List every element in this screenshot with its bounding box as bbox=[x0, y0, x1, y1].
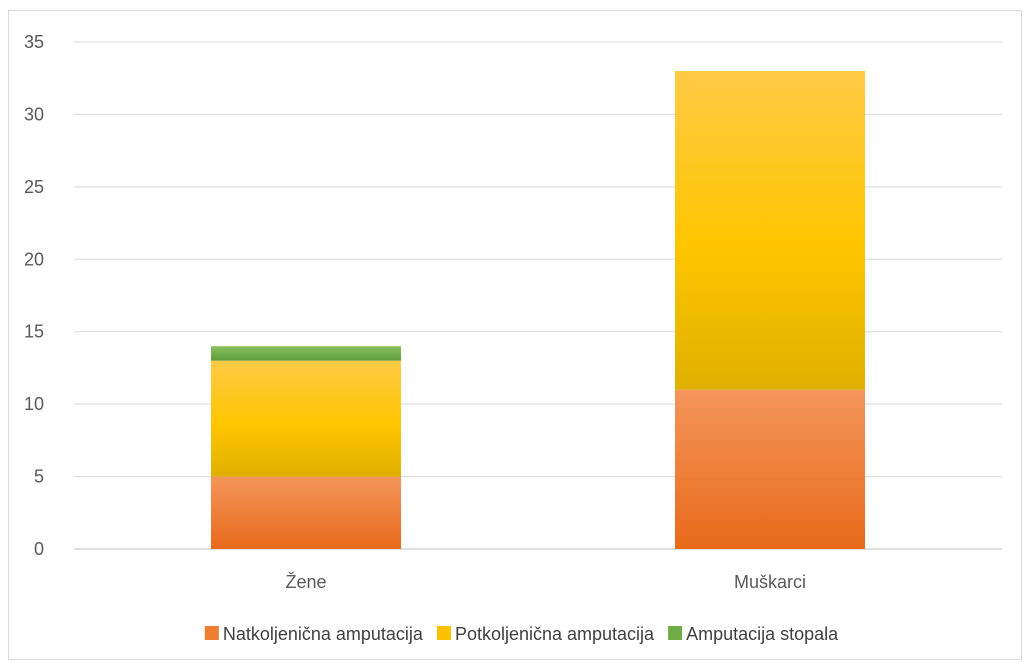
bar-segment bbox=[211, 360, 401, 477]
legend-label: Natkoljenična amputacija bbox=[223, 624, 424, 644]
legend-label: Amputacija stopala bbox=[686, 624, 839, 644]
y-tick-label: 30 bbox=[24, 104, 44, 124]
legend-swatch bbox=[204, 626, 219, 640]
bar-segment bbox=[675, 389, 865, 549]
legend-swatch bbox=[668, 626, 683, 640]
x-tick-label: Muškarci bbox=[734, 572, 806, 592]
y-tick-label: 25 bbox=[24, 177, 44, 197]
legend-label: Potkoljenična amputacija bbox=[455, 624, 655, 644]
legend-swatch bbox=[436, 626, 451, 640]
bar-segment bbox=[211, 476, 401, 549]
x-tick-label: Žene bbox=[285, 572, 326, 592]
y-tick-label: 20 bbox=[24, 249, 44, 269]
y-tick-label: 35 bbox=[24, 32, 44, 52]
y-tick-label: 10 bbox=[24, 394, 44, 414]
y-tick-label: 5 bbox=[34, 467, 44, 487]
bar-segment bbox=[211, 346, 401, 361]
bar-segment bbox=[675, 70, 865, 390]
y-tick-label: 15 bbox=[24, 322, 44, 342]
y-tick-label: 0 bbox=[34, 539, 44, 559]
